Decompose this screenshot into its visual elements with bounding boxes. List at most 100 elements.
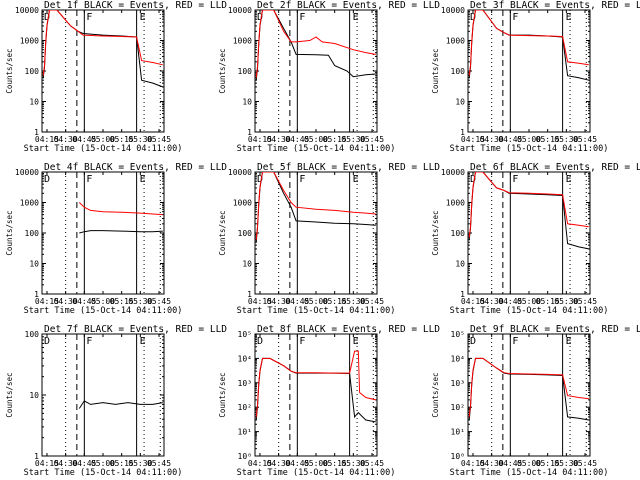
- x-tick-label: 05:45: [147, 135, 171, 144]
- panel-title: Det 5f BLACK = Events, RED = LLD: [257, 162, 440, 173]
- y-tick-label: 100: [238, 229, 253, 238]
- x-axis-label: Start Time (15-Oct-14 04:11:00): [450, 306, 609, 316]
- x-axis-label: Start Time (15-Oct-14 04:11:00): [237, 144, 396, 154]
- x-tick-label: 04:45: [285, 135, 309, 144]
- plot-frame: [467, 9, 591, 133]
- x-tick-label: 05:15: [323, 459, 347, 468]
- lld-series-line: [255, 172, 376, 240]
- x-tick-label: 05:00: [304, 297, 328, 306]
- panel-title: Det 6f BLACK = Events, RED = LLD: [470, 162, 640, 173]
- y-tick-label: 10³: [451, 379, 465, 388]
- panel-title: Det 7f BLACK = Events, RED = LLD: [44, 324, 227, 335]
- x-tick-label: 05:15: [323, 135, 347, 144]
- y-tick-label: 10⁴: [238, 354, 252, 363]
- panel-title: Det 1f BLACK = Events, RED = LLD: [44, 0, 227, 11]
- events-series-line: [79, 230, 163, 234]
- region-label: F: [86, 174, 92, 185]
- x-tick-label: 05:30: [554, 459, 578, 468]
- x-axis-label: Start Time (15-Oct-14 04:11:00): [237, 306, 396, 316]
- region-label: F: [512, 12, 518, 23]
- x-tick-label: 05:15: [323, 297, 347, 306]
- region-label: D: [44, 12, 50, 23]
- region-label: E: [140, 336, 146, 347]
- region-label: D: [257, 12, 263, 23]
- y-tick-label: 100: [451, 67, 466, 76]
- x-tick-label: 04:45: [72, 459, 96, 468]
- y-tick-label: 10000: [228, 168, 252, 177]
- plot-frame: [467, 333, 591, 457]
- x-tick-label: 05:30: [554, 135, 578, 144]
- x-tick-label: 05:00: [304, 135, 328, 144]
- y-tick-label: 100: [25, 229, 40, 238]
- lld-series-line: [255, 350, 376, 417]
- plot-frame: [254, 9, 378, 133]
- x-tick-label: 05:30: [341, 135, 365, 144]
- y-tick-label: 1: [247, 128, 252, 137]
- y-tick-label: 1000: [233, 199, 252, 208]
- x-tick-label: 04:30: [54, 297, 78, 306]
- y-tick-label: 1000: [446, 37, 465, 46]
- x-tick-label: 05:00: [304, 459, 328, 468]
- region-label: E: [353, 174, 359, 185]
- x-tick-label: 04:15: [248, 135, 272, 144]
- region-label: D: [257, 174, 263, 185]
- y-tick-label: 10: [242, 260, 252, 269]
- x-tick-label: 05:00: [91, 297, 115, 306]
- lld-series-line: [468, 357, 589, 417]
- region-label: D: [44, 174, 50, 185]
- y-tick-label: 1: [247, 290, 252, 299]
- y-tick-label: 10: [29, 391, 39, 400]
- lld-series-line: [468, 172, 589, 238]
- region-label: F: [299, 336, 305, 347]
- y-tick-label: 1: [34, 452, 39, 461]
- region-label: E: [566, 174, 572, 185]
- region-label: F: [512, 174, 518, 185]
- y-tick-label: 10000: [228, 6, 252, 15]
- y-tick-label: 1000: [233, 37, 252, 46]
- y-tick-label: 1000: [20, 37, 39, 46]
- x-tick-label: 04:30: [267, 135, 291, 144]
- region-label: D: [470, 12, 476, 23]
- x-tick-label: 05:30: [128, 297, 152, 306]
- plot-frame: [41, 9, 165, 133]
- region-label: E: [140, 12, 146, 23]
- y-axis-label: Counts/sec: [431, 372, 440, 417]
- region-label: F: [299, 12, 305, 23]
- x-tick-label: 04:30: [480, 297, 504, 306]
- x-tick-label: 05:15: [536, 135, 560, 144]
- x-axis-label: Start Time (15-Oct-14 04:11:00): [450, 144, 609, 154]
- x-tick-label: 04:15: [461, 459, 485, 468]
- region-label: F: [86, 12, 92, 23]
- region-label: E: [566, 12, 572, 23]
- region-label: E: [566, 336, 572, 347]
- x-axis-label: Start Time (15-Oct-14 04:11:00): [24, 468, 183, 478]
- x-tick-label: 05:15: [536, 297, 560, 306]
- x-tick-label: 05:15: [536, 459, 560, 468]
- y-tick-label: 10⁰: [238, 452, 252, 461]
- y-tick-label: 10000: [15, 6, 39, 15]
- region-label: F: [86, 336, 92, 347]
- x-tick-label: 05:15: [110, 459, 134, 468]
- y-tick-label: 10: [242, 98, 252, 107]
- lld-series-line: [42, 10, 163, 76]
- x-tick-label: 05:15: [110, 135, 134, 144]
- y-tick-label: 10²: [451, 403, 465, 412]
- y-tick-label: 10: [29, 260, 39, 269]
- y-tick-label: 100: [25, 67, 40, 76]
- x-tick-label: 05:45: [360, 135, 384, 144]
- events-series-line: [255, 357, 376, 423]
- panel-title: Det 8f BLACK = Events, RED = LLD: [257, 324, 440, 335]
- y-tick-label: 10⁴: [451, 354, 465, 363]
- x-tick-label: 05:45: [573, 459, 597, 468]
- x-axis-label: Start Time (15-Oct-14 04:11:00): [24, 144, 183, 154]
- x-tick-label: 05:30: [341, 297, 365, 306]
- y-tick-label: 10: [455, 260, 465, 269]
- y-tick-label: 1000: [446, 199, 465, 208]
- x-tick-label: 05:30: [128, 135, 152, 144]
